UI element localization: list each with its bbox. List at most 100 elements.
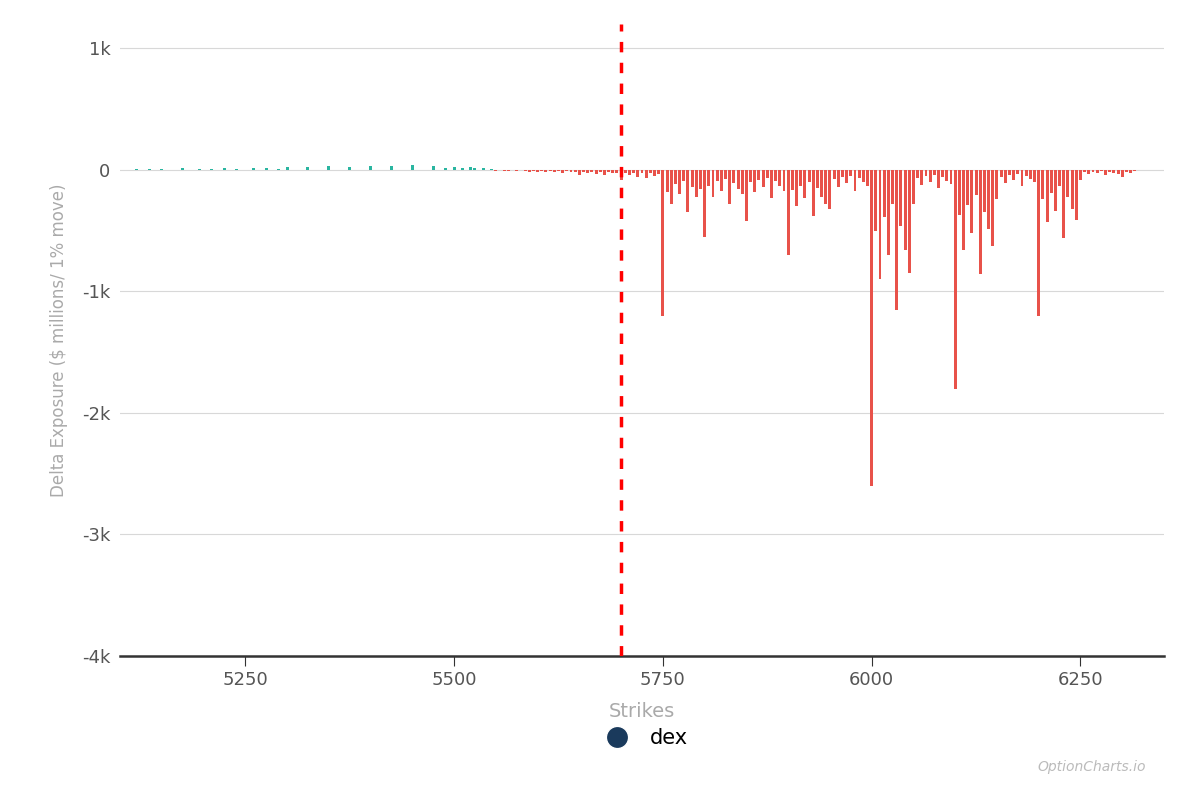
Legend: dex: dex [588,719,696,756]
Bar [494,170,497,171]
Bar [766,170,769,178]
Bar [553,170,556,172]
Bar [574,170,577,172]
Bar [779,170,781,186]
Bar [1050,170,1052,193]
Bar [850,170,852,176]
Bar [979,170,982,274]
Bar [796,170,798,206]
Bar [624,170,626,173]
Bar [306,167,310,170]
Bar [695,170,697,197]
Bar [286,167,288,170]
Bar [536,170,539,172]
Bar [774,170,778,181]
Bar [836,170,840,187]
Bar [1084,170,1086,172]
Bar [691,170,694,187]
Bar [570,170,572,172]
Bar [582,170,584,172]
Bar [1070,170,1074,209]
Bar [754,170,756,192]
Bar [619,170,623,179]
Bar [878,170,882,279]
Bar [1042,170,1044,199]
Bar [757,170,761,179]
Bar [720,170,722,190]
Bar [1054,170,1057,211]
Bar [1008,170,1010,175]
Bar [853,170,857,191]
Bar [674,170,677,185]
Bar [887,170,890,255]
Bar [870,170,874,486]
Bar [1062,170,1066,238]
Bar [1117,170,1120,174]
Bar [1025,170,1027,176]
Bar [252,168,256,170]
Bar [946,170,948,181]
Bar [724,170,727,179]
Bar [1109,170,1111,172]
Bar [732,170,736,183]
Bar [482,168,485,170]
Bar [707,170,710,186]
Bar [181,168,184,170]
Bar [653,170,656,176]
Bar [1075,170,1078,220]
Bar [683,170,685,181]
Bar [1028,170,1032,179]
Bar [161,169,163,170]
Bar [916,170,919,178]
Bar [265,168,268,170]
Bar [528,170,530,172]
Bar [866,170,869,186]
Bar [895,170,898,310]
X-axis label: Strikes: Strikes [608,702,676,722]
Bar [578,170,581,174]
Bar [1112,170,1115,173]
Bar [1100,170,1103,171]
Bar [557,170,560,171]
Bar [616,170,618,173]
Bar [210,169,214,170]
Bar [833,170,835,179]
Bar [971,170,973,233]
Bar [791,170,793,190]
Bar [954,170,956,389]
Bar [737,170,739,190]
Bar [715,170,719,182]
Bar [787,170,790,255]
Bar [474,168,476,170]
Bar [452,167,456,170]
Bar [883,170,886,218]
Bar [545,170,547,172]
Bar [277,169,280,170]
Bar [1087,170,1091,174]
Bar [949,170,953,183]
Bar [461,168,464,170]
Bar [820,170,823,197]
Bar [991,170,995,246]
Bar [762,170,764,187]
Bar [641,170,643,174]
Bar [644,170,648,178]
Bar [1020,170,1024,186]
Bar [958,170,961,215]
Bar [565,170,569,171]
Bar [875,170,877,230]
Bar [824,170,827,204]
Bar [816,170,818,188]
Bar [607,170,610,172]
Bar [804,170,806,198]
Bar [728,170,731,204]
Bar [432,166,434,170]
Bar [841,170,844,178]
Bar [469,167,473,170]
Bar [749,170,752,182]
Bar [808,170,810,182]
Bar [587,170,589,173]
Bar [595,170,598,174]
Bar [983,170,986,212]
Y-axis label: Delta Exposure ($ millions/ 1% move): Delta Exposure ($ millions/ 1% move) [50,183,68,497]
